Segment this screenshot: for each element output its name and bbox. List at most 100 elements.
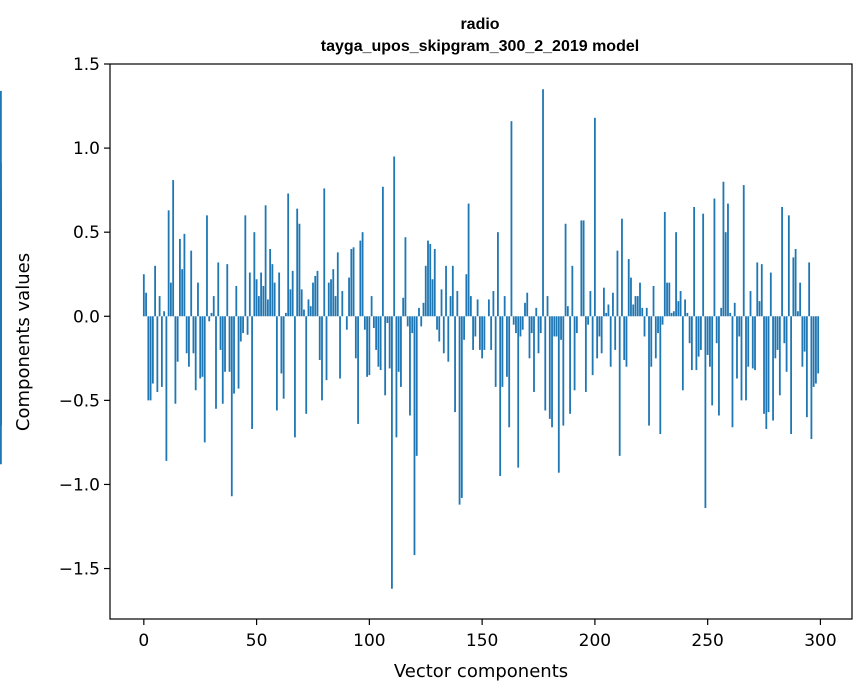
bar [420, 316, 423, 327]
bar [634, 296, 637, 317]
bar [580, 220, 583, 317]
bar [341, 291, 344, 317]
bar [519, 316, 522, 337]
bar [415, 316, 418, 456]
bar [384, 316, 387, 396]
bar [230, 316, 233, 497]
bar [481, 316, 484, 359]
bar [312, 282, 314, 317]
bar [203, 316, 206, 443]
bar [309, 306, 312, 317]
bar [573, 316, 576, 391]
bar [591, 316, 594, 376]
bars-group [0, 89, 820, 589]
bar [564, 223, 567, 317]
bar [287, 193, 290, 317]
bar [808, 262, 811, 317]
bar [149, 316, 152, 401]
bar [731, 316, 734, 428]
bar [350, 249, 353, 317]
bar [467, 203, 470, 317]
bar [400, 316, 402, 387]
bar [639, 282, 641, 317]
x-tick-label: 200 [579, 631, 611, 651]
bar [237, 316, 240, 389]
bar [751, 316, 754, 369]
bar [339, 316, 341, 379]
bar [774, 316, 777, 359]
bar [722, 181, 725, 317]
bar [742, 185, 745, 317]
bar [787, 215, 790, 317]
bar [217, 262, 220, 317]
bar [224, 316, 226, 372]
bar [548, 316, 551, 419]
y-tick-label: −0.5 [59, 391, 100, 411]
y-tick-label: −1.0 [59, 475, 100, 495]
bar [598, 316, 601, 337]
bar [201, 316, 204, 377]
bar [690, 316, 693, 371]
x-tick-label: 300 [804, 631, 836, 651]
bar [670, 312, 673, 317]
bar [395, 316, 398, 438]
bar [154, 265, 156, 317]
bar [194, 316, 197, 391]
bar [812, 316, 815, 387]
bar [294, 316, 296, 438]
bar [273, 282, 276, 317]
bar [623, 316, 626, 360]
bar [402, 297, 405, 317]
bar [681, 316, 684, 391]
bar [142, 274, 145, 317]
bar [192, 316, 195, 354]
bar [641, 307, 644, 317]
bar [675, 232, 677, 317]
bar [190, 250, 193, 317]
bar [571, 265, 574, 317]
bar [803, 316, 806, 352]
bar [661, 316, 664, 325]
bar [429, 243, 432, 317]
bar [169, 282, 172, 317]
bar [445, 265, 447, 317]
bar [255, 279, 258, 317]
bar [508, 316, 511, 428]
bar [404, 237, 407, 317]
x-tick-label: 0 [138, 631, 149, 651]
y-axis: −1.5 −1.0 −0.5 0.0 0.5 1.0 1.5 [59, 55, 110, 580]
bar [447, 316, 450, 362]
bar [679, 291, 682, 317]
bar [524, 302, 526, 317]
bar [526, 292, 529, 317]
bar [375, 316, 378, 350]
bar [436, 316, 438, 330]
bar [208, 316, 211, 322]
bar [720, 307, 723, 317]
bar [330, 279, 332, 317]
bar [643, 316, 646, 337]
chart-title: radio [460, 16, 499, 33]
bar [458, 316, 461, 505]
bar [621, 218, 623, 317]
bar [431, 279, 434, 317]
bar [476, 299, 479, 317]
bar [490, 316, 493, 350]
bar [325, 316, 328, 381]
bar [251, 316, 253, 429]
bar [406, 316, 409, 327]
bar [199, 316, 202, 379]
bar [298, 223, 301, 317]
bar [321, 316, 323, 401]
bar [197, 282, 199, 317]
bar [474, 316, 477, 337]
bar [817, 316, 820, 374]
x-tick-label: 150 [466, 631, 498, 651]
bar [566, 306, 569, 317]
bar [361, 232, 364, 317]
bar [422, 302, 425, 317]
bar [796, 311, 799, 317]
bar [607, 304, 610, 317]
bar [535, 307, 538, 317]
